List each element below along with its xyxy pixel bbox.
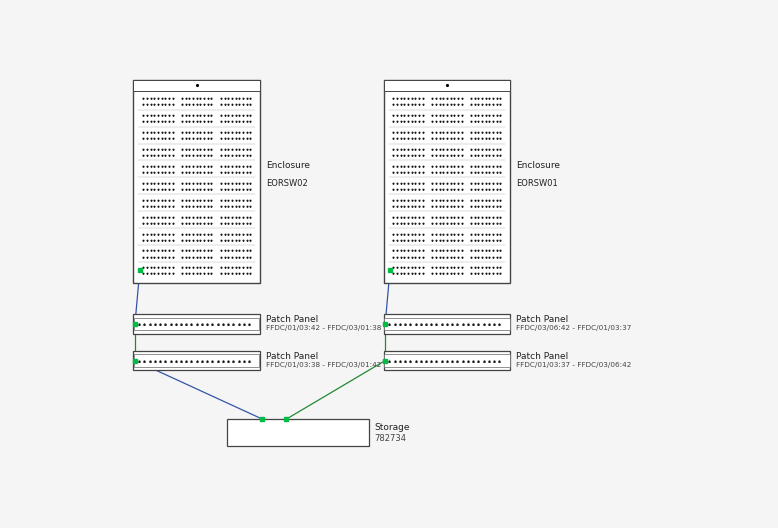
Bar: [134, 80, 260, 91]
Text: Enclosure: Enclosure: [266, 161, 310, 169]
Text: FFDC/01/03:37 - FFDC/03/06:42: FFDC/01/03:37 - FFDC/03/06:42: [517, 362, 632, 368]
Text: FFDC/03/06:42 - FFDC/01/03:37: FFDC/03/06:42 - FFDC/01/03:37: [517, 325, 632, 331]
Bar: [384, 314, 510, 334]
Bar: [134, 351, 260, 370]
Bar: [134, 354, 259, 367]
Text: Patch Panel: Patch Panel: [266, 315, 318, 324]
Bar: [134, 314, 260, 334]
Bar: [134, 80, 260, 283]
Bar: [384, 80, 510, 283]
Bar: [134, 318, 259, 330]
Text: Patch Panel: Patch Panel: [517, 352, 569, 361]
Text: FFDC/01/03:42 - FFDC/03/01:38: FFDC/01/03:42 - FFDC/03/01:38: [266, 325, 381, 331]
Text: EORSW02: EORSW02: [266, 179, 308, 188]
Text: Storage: Storage: [375, 423, 410, 432]
Text: Patch Panel: Patch Panel: [266, 352, 318, 361]
Bar: [384, 80, 510, 91]
Text: 782734: 782734: [375, 433, 407, 442]
Text: Enclosure: Enclosure: [517, 161, 560, 169]
Text: EORSW01: EORSW01: [517, 179, 558, 188]
Text: FFDC/01/03:38 - FFDC/03/01:42: FFDC/01/03:38 - FFDC/03/01:42: [266, 362, 381, 368]
Bar: [384, 318, 510, 330]
Bar: [227, 419, 369, 446]
Bar: [384, 354, 510, 367]
Bar: [384, 351, 510, 370]
Text: Patch Panel: Patch Panel: [517, 315, 569, 324]
